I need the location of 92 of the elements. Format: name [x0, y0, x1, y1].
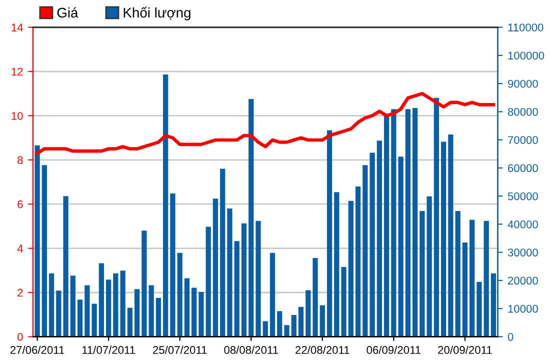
bar — [441, 142, 446, 337]
bar — [320, 305, 325, 337]
bar — [127, 308, 133, 337]
y-tick-label: 0 — [18, 332, 23, 341]
bar — [270, 252, 276, 337]
bar — [34, 145, 40, 337]
y-tick-label: 10 — [12, 112, 23, 120]
y2-tick-label: 20000 — [508, 276, 538, 285]
bar — [284, 325, 290, 337]
bar — [384, 115, 390, 337]
legend-label: Khối lượng — [124, 6, 190, 20]
bar — [184, 278, 190, 337]
bar — [262, 321, 268, 337]
bar — [206, 226, 211, 337]
bar — [192, 288, 197, 337]
x-tick-label: 06/09/2011 — [366, 346, 421, 354]
bar — [220, 168, 226, 337]
y2-tick-label: 100000 — [508, 52, 544, 60]
bar — [98, 263, 104, 337]
y2-tick-label: 0 — [508, 332, 514, 341]
bar — [227, 208, 232, 337]
bar — [234, 241, 240, 337]
bar — [312, 258, 318, 337]
y2-tick-label: 30000 — [508, 248, 538, 256]
line-series — [36, 92, 496, 155]
bar — [341, 266, 346, 337]
x-tick-label: 20/09/2011 — [438, 346, 492, 354]
bar — [434, 98, 440, 337]
bar — [248, 99, 254, 337]
bar — [70, 276, 76, 337]
x-tick-label: 27/06/2011 — [10, 346, 64, 354]
bar — [420, 210, 425, 337]
bar — [277, 311, 282, 337]
y2-tick-label: 40000 — [508, 220, 538, 228]
bar — [48, 273, 54, 337]
bar — [391, 109, 396, 337]
bar — [212, 198, 218, 337]
bar — [84, 285, 90, 337]
bar — [298, 306, 304, 337]
bar — [198, 292, 204, 337]
bar — [398, 156, 404, 337]
bar — [142, 230, 147, 337]
bar — [462, 242, 468, 337]
legend-label: Giá — [57, 7, 78, 18]
y2-tick-label: 10000 — [508, 304, 538, 313]
bar — [334, 192, 340, 337]
y-tick-label: 4 — [17, 244, 23, 252]
bar — [241, 223, 247, 337]
bar — [476, 282, 482, 337]
x-tick-label: 25/07/2011 — [153, 346, 207, 354]
y2-tick-label: 60000 — [508, 164, 538, 172]
y-tick-label: 2 — [18, 288, 23, 297]
bar — [362, 165, 368, 337]
bar — [326, 130, 332, 337]
x-tick-label: 22/08/2011 — [296, 346, 350, 354]
bar — [256, 220, 261, 337]
bar — [455, 210, 460, 337]
bar — [348, 200, 354, 337]
bar — [56, 290, 62, 337]
bar — [42, 165, 47, 337]
bar — [148, 285, 154, 337]
y2-tick-label: 70000 — [508, 136, 538, 144]
bar — [448, 134, 454, 337]
x-tick-label: 11/07/2011 — [82, 346, 136, 354]
bar — [405, 109, 410, 337]
bar — [376, 140, 382, 337]
bar — [177, 252, 182, 337]
bar — [92, 304, 97, 337]
y-tick-label: 14 — [12, 24, 23, 32]
bar — [170, 194, 176, 337]
bar — [77, 300, 83, 337]
bar — [370, 152, 375, 337]
bar — [426, 196, 432, 337]
bar — [63, 196, 68, 337]
y-tick-label: 12 — [12, 68, 23, 76]
x-tick-label: 08/08/2011 — [224, 346, 278, 354]
bar — [484, 220, 489, 337]
y-tick-label: 8 — [18, 156, 23, 164]
bar — [134, 289, 140, 337]
y2-tick-label: 50000 — [508, 192, 538, 200]
y2-tick-label: 90000 — [508, 80, 538, 88]
bar — [156, 298, 162, 337]
y-tick-label: 6 — [18, 200, 23, 208]
bar — [106, 280, 112, 337]
bar — [163, 74, 168, 337]
bar — [355, 186, 361, 337]
bar — [412, 108, 418, 337]
bar — [291, 315, 296, 337]
y2-tick-label: 110000 — [508, 24, 544, 32]
y2-tick-label: 80000 — [508, 108, 538, 116]
bar — [470, 220, 475, 337]
bar — [306, 290, 311, 337]
